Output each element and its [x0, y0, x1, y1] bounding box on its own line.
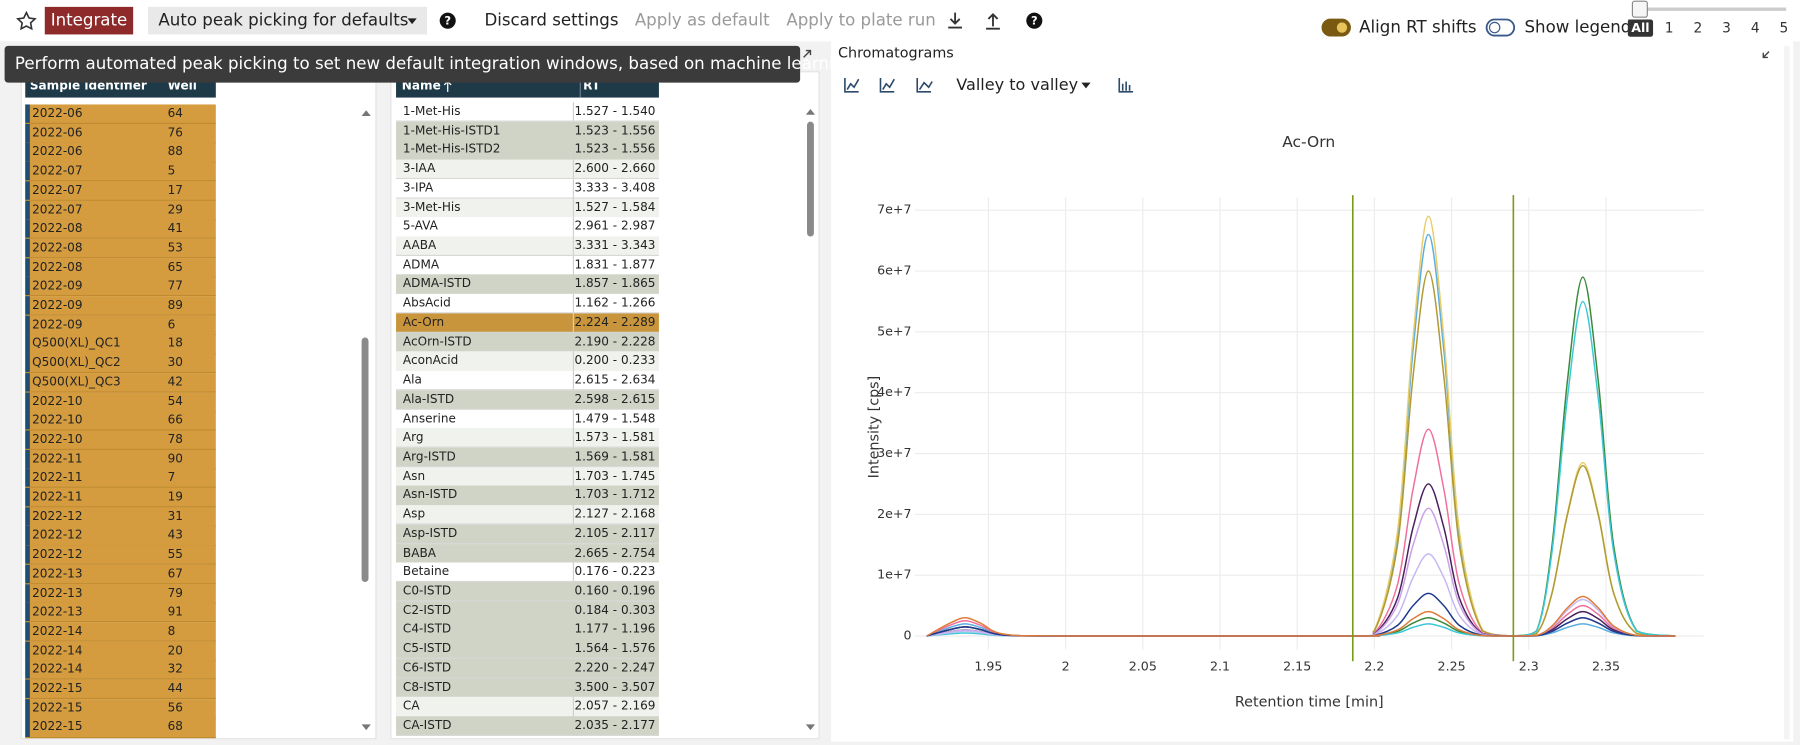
toolbar: Integrate Auto peak picking for defaults… [0, 0, 1800, 41]
trace [927, 508, 1676, 636]
y-axis-label: Intensity [cps] [867, 376, 883, 479]
y-tick-label: 5e+7 [877, 323, 911, 338]
scroll-down[interactable] [362, 724, 371, 730]
scroll-down[interactable] [806, 724, 815, 730]
x-tick-label: 2.05 [1129, 658, 1157, 673]
tooltip: Perform automated peak picking to set ne… [5, 46, 801, 83]
y-tick-label: 2e+7 [877, 506, 911, 521]
toggle-knob [1489, 22, 1499, 32]
trace [927, 554, 1676, 636]
apply-plate-button[interactable]: Apply to plate run [786, 11, 936, 30]
y-tick-label: 0 [903, 627, 911, 642]
x-tick-label: 2.25 [1438, 658, 1466, 673]
trace [927, 596, 1676, 636]
range-option[interactable]: 3 [1722, 21, 1731, 37]
download-icon[interactable] [948, 13, 962, 28]
help-glyph: ? [444, 14, 451, 28]
toggle-knob [1337, 22, 1347, 32]
scroll-up[interactable] [806, 109, 815, 115]
align-label: Align RT shifts [1359, 18, 1476, 37]
auto-peak-label: Auto peak picking for defaults [158, 11, 408, 30]
favorite-icon[interactable] [18, 13, 35, 29]
integrate-label: Integrate [51, 11, 128, 30]
help-glyph: ? [1031, 14, 1038, 28]
zoom-icon[interactable] [845, 78, 859, 92]
collapse-icon[interactable] [1763, 52, 1769, 58]
collapse-icon[interactable] [801, 46, 815, 60]
legend-label: Show legend [1524, 18, 1631, 37]
plot: Ac-Orn 1.95 2 2.05 2.1 2.15 2.2 2.25 2.3 2.35 0 1e+… [867, 133, 1704, 711]
y-tick-label: 6e+7 [877, 263, 911, 278]
samples-panel: Sample identifier Well 2022-06642022-067… [21, 71, 377, 739]
reset-icon[interactable] [917, 78, 932, 92]
chromatogram-panel: Chromatograms Valley to valley Ac-Orn 1.9… [831, 41, 1793, 741]
x-tick-label: 2.3 [1519, 658, 1539, 673]
compounds-panel: Name RT 1-Met-His1.527 - 1.5401-Met-His-… [390, 71, 819, 739]
x-axis-label: Retention time [min] [1235, 695, 1384, 711]
range-options: All 1 2 3 4 5 [1628, 20, 1789, 37]
bar-icon[interactable] [1119, 78, 1133, 92]
x-tick-label: 2.35 [1592, 658, 1620, 673]
apply-default-button[interactable]: Apply as default [635, 11, 770, 30]
x-tick-label: 2.1 [1210, 658, 1230, 673]
x-tick-label: 1.95 [974, 658, 1002, 673]
x-tick-label: 2 [1062, 658, 1070, 673]
range-option[interactable]: 2 [1693, 21, 1702, 37]
pan-icon[interactable] [880, 78, 894, 92]
upload-icon[interactable] [986, 14, 1000, 28]
scroll-arrows [22, 72, 376, 738]
y-tick-label: 7e+7 [877, 202, 911, 217]
range-handle[interactable] [1632, 1, 1647, 17]
panel-title: Chromatograms [838, 45, 954, 61]
dropdown-caret[interactable] [1081, 83, 1090, 89]
scroll-up[interactable] [362, 110, 371, 116]
integration-mode[interactable]: Valley to valley [956, 75, 1078, 94]
x-tick-label: 2.2 [1364, 658, 1384, 673]
trace [927, 301, 1676, 636]
range-option[interactable]: 4 [1751, 21, 1760, 37]
discard-button[interactable]: Discard settings [484, 11, 618, 30]
chart-title: Ac-Orn [1282, 133, 1335, 151]
scrollbar-track [1784, 46, 1790, 739]
y-tick-label: 1e+7 [877, 567, 911, 582]
range-option[interactable]: 1 [1665, 21, 1674, 37]
range-option[interactable]: 5 [1780, 21, 1789, 37]
range-option[interactable]: All [1631, 20, 1649, 35]
scroll-arrows [391, 72, 818, 738]
trace [927, 277, 1676, 636]
x-tick-label: 2.15 [1283, 658, 1311, 673]
